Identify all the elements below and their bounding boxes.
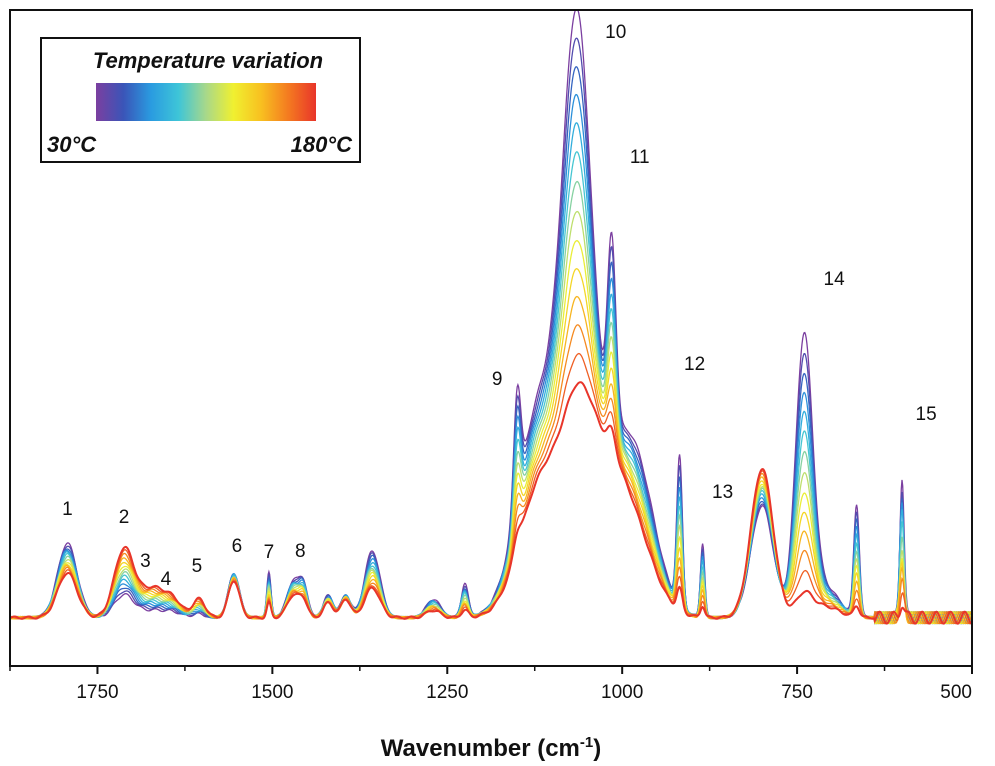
- peak-label-11: 11: [630, 147, 650, 168]
- spectrum-series-14: [10, 381, 972, 625]
- peak-label-12: 12: [684, 354, 705, 375]
- spectrum-series-12: [10, 324, 972, 625]
- x-tick-label-1750: 1750: [76, 682, 118, 703]
- legend-low-label: 30°C: [47, 132, 97, 157]
- x-tick-label-1500: 1500: [251, 682, 293, 703]
- peak-label-5: 5: [192, 556, 203, 577]
- plot-frame: [9, 9, 973, 667]
- peak-label-4: 4: [161, 569, 172, 590]
- legend: Temperature variation 30°C 180°C: [40, 37, 361, 163]
- legend-title: Temperature variation: [93, 48, 323, 73]
- peak-label-15: 15: [916, 404, 937, 425]
- peak-label-2: 2: [119, 507, 130, 528]
- spectra-series: [10, 10, 972, 625]
- peak-label-14: 14: [824, 269, 846, 290]
- peak-label-1: 1: [62, 499, 73, 520]
- x-tick-label-1000: 1000: [601, 682, 643, 703]
- peak-label-7: 7: [264, 542, 275, 563]
- legend-high-label: 180°C: [291, 132, 354, 157]
- peak-label-9: 9: [492, 369, 503, 390]
- x-axis-title: Wavenumber (cm-1): [381, 734, 602, 762]
- peak-label-8: 8: [295, 541, 306, 562]
- x-tick-label-750: 750: [781, 682, 813, 703]
- x-tick-label-1250: 1250: [426, 682, 468, 703]
- spectrum-series-6: [10, 151, 972, 625]
- peak-label-13: 13: [712, 482, 733, 503]
- peak-label-3: 3: [140, 551, 151, 572]
- temperature-colorbar: [96, 83, 316, 121]
- x-axis: 1750 1500 1250 1000 750 500: [9, 666, 973, 703]
- peak-label-6: 6: [232, 536, 243, 557]
- peak-label-10: 10: [605, 22, 626, 43]
- x-tick-label-500: 500: [940, 682, 972, 703]
